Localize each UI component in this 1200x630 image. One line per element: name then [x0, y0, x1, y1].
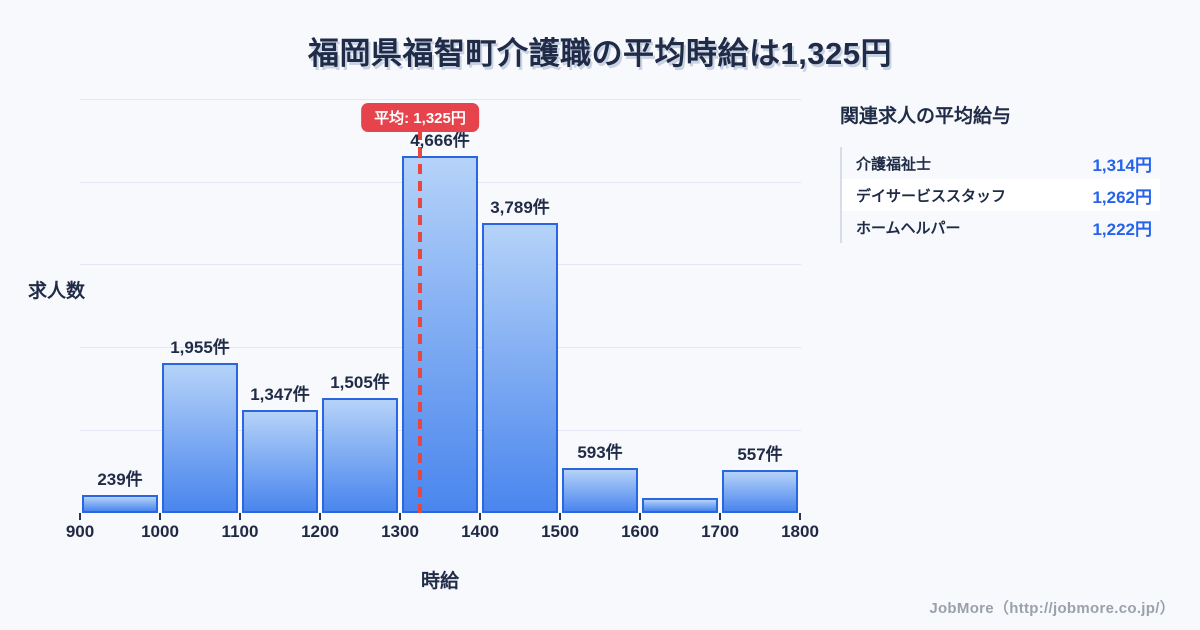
histogram-bar [402, 156, 478, 513]
job-name: 介護福祉士 [856, 155, 932, 173]
x-axis-tick-label: 1700 [701, 522, 739, 541]
histogram-bar [162, 363, 238, 513]
x-axis-tick [799, 513, 801, 520]
histogram-bar [722, 470, 798, 513]
x-axis-tick [159, 513, 161, 520]
panel-title: 関連求人の平均給与 [840, 106, 1012, 127]
x-axis-tick-label: 1300 [381, 522, 419, 541]
bar-value-label: 3,789件 [490, 198, 550, 217]
x-axis-tick [479, 513, 481, 520]
related-job-row: 介護福祉士 1,314円 [842, 147, 1160, 179]
x-axis-label: 時給 [420, 571, 460, 592]
bar-value-label: 1,347件 [250, 385, 310, 404]
bar-value-label: 1,955件 [170, 338, 230, 357]
x-axis-tick-label: 1000 [141, 522, 179, 541]
related-jobs-list: 介護福祉士 1,314円 デイサービススタッフ 1,262円 ホームヘルパー 1… [840, 147, 1160, 243]
x-axis-tick-label: 900 [65, 522, 95, 541]
job-wage: 1,314円 [1092, 155, 1152, 175]
y-axis-label: 求人数 [28, 281, 86, 302]
x-axis-tick-label: 1800 [781, 522, 819, 541]
gridline [80, 99, 801, 100]
x-axis-tick-label: 1400 [461, 522, 499, 541]
bar-value-label: 593件 [577, 443, 623, 462]
job-wage: 1,222円 [1092, 219, 1152, 239]
related-job-row: ホームヘルパー 1,222円 [842, 211, 1160, 243]
bar-value-label: 1,505件 [330, 373, 390, 392]
x-axis-tick [79, 513, 81, 520]
x-axis-tick-label: 1200 [301, 522, 339, 541]
job-wage: 1,262円 [1092, 187, 1152, 207]
footer-credit: JobMore（http://jobmore.co.jp/） [929, 600, 1175, 617]
related-jobs-panel: 関連求人の平均給与 介護福祉士 1,314円 デイサービススタッフ 1,262円… [840, 101, 1160, 243]
x-axis-tick [319, 513, 321, 520]
x-axis-tick [719, 513, 721, 520]
page-title: 福岡県福智町介護職の平均時給は1,325円 [307, 36, 893, 71]
bar-value-label: 239件 [97, 470, 143, 489]
average-line [418, 130, 422, 513]
histogram-bar [322, 398, 398, 513]
x-axis-tick [559, 513, 561, 520]
histogram-bar [82, 495, 158, 513]
histogram-bar [562, 468, 638, 513]
average-badge: 平均: 1,325円 [361, 103, 479, 132]
histogram-bar [242, 410, 318, 513]
related-job-row: デイサービススタッフ 1,262円 [842, 179, 1160, 211]
x-axis-tick [399, 513, 401, 520]
x-axis-tick [639, 513, 641, 520]
x-axis-tick-label: 1500 [541, 522, 579, 541]
bar-value-label: 557件 [737, 445, 783, 464]
job-name: デイサービススタッフ [856, 187, 1007, 205]
x-axis-tick-label: 1100 [221, 522, 259, 541]
job-name: ホームヘルパー [856, 219, 961, 237]
histogram-bar [482, 223, 558, 513]
x-axis-tick [239, 513, 241, 520]
x-axis-tick-label: 1600 [621, 522, 659, 541]
histogram-bar [642, 498, 718, 513]
histogram-plot-area: 239件 1,955件 1,347件 1,505件 4,666件 3,789件 593件 55… [66, 99, 819, 541]
bar-value-label: 4,666件 [410, 131, 470, 150]
